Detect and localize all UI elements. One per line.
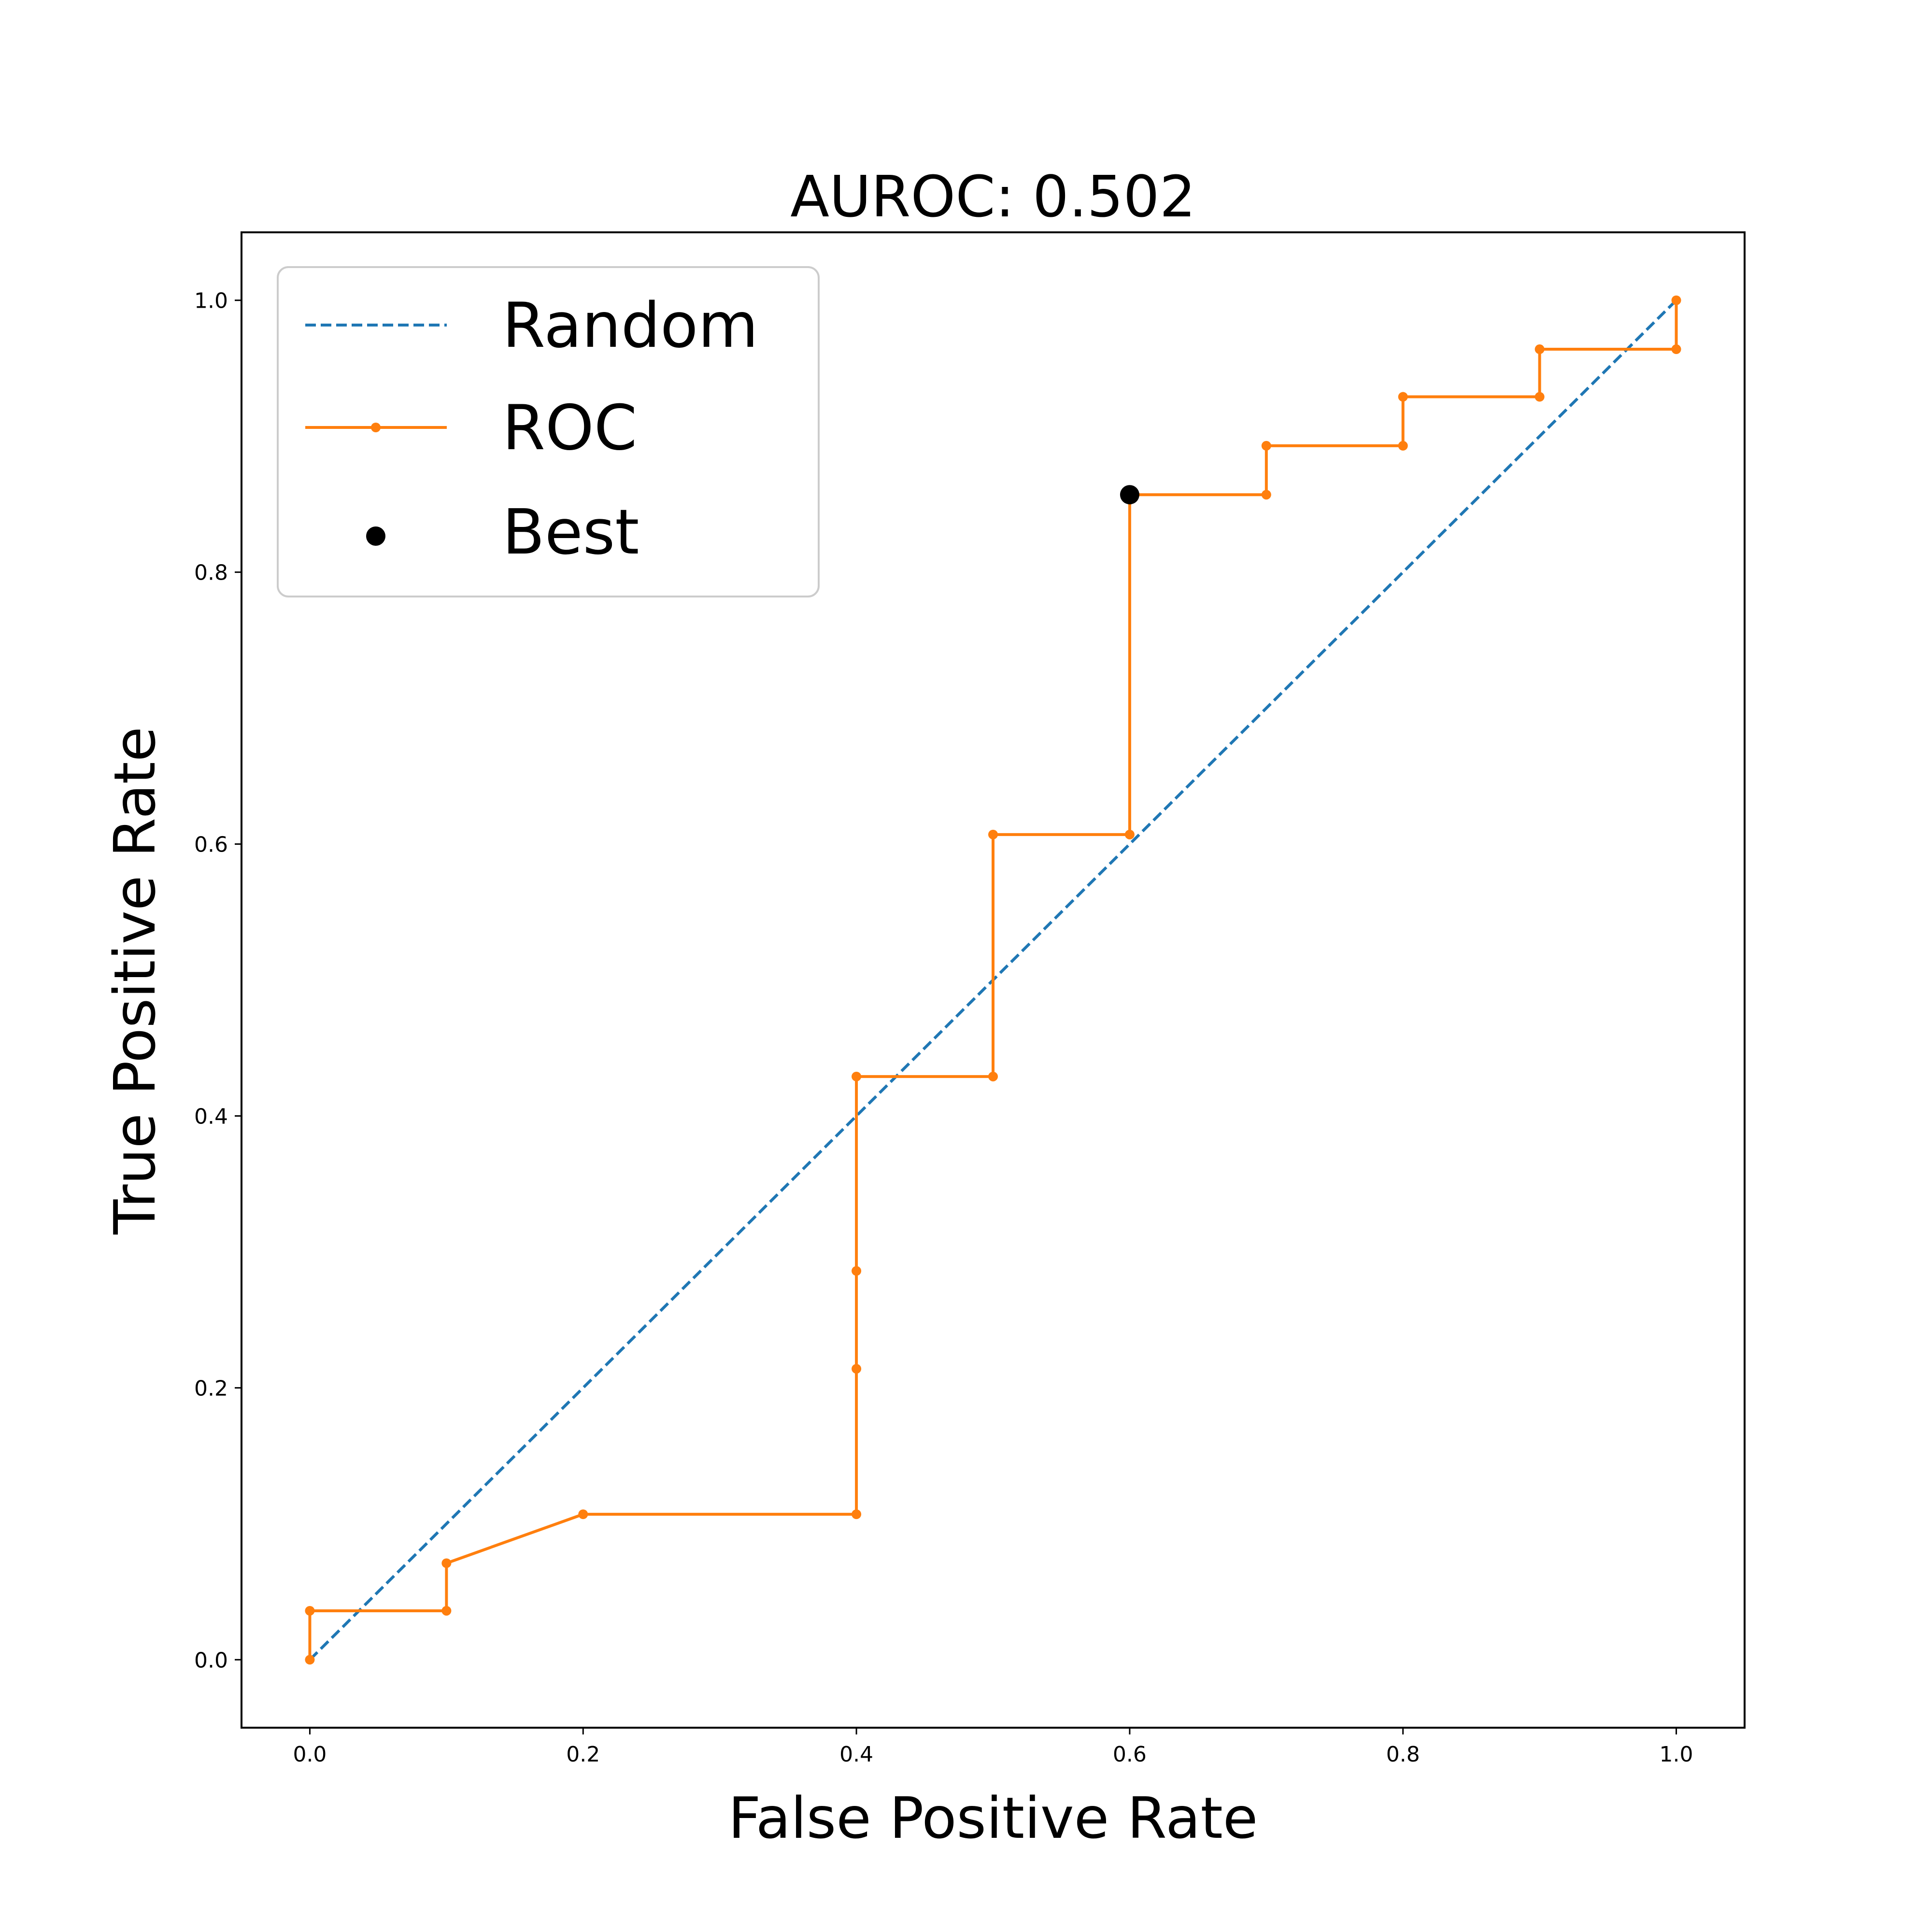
x-tick-label: 0.4 bbox=[839, 1742, 873, 1767]
x-tick-label: 0.0 bbox=[293, 1742, 327, 1767]
roc-point bbox=[1124, 829, 1135, 839]
x-tick-label: 1.0 bbox=[1660, 1742, 1693, 1767]
legend-best-label: Best bbox=[502, 497, 639, 568]
legend-random-label: Random bbox=[502, 290, 758, 362]
y-tick-label: 0.2 bbox=[194, 1376, 228, 1401]
roc-point bbox=[1398, 440, 1408, 451]
best-point bbox=[1120, 485, 1139, 505]
roc-point bbox=[305, 1605, 315, 1616]
legend-roc-marker bbox=[371, 423, 381, 432]
y-tick-label: 1.0 bbox=[194, 289, 228, 313]
roc-point bbox=[1261, 490, 1271, 500]
chart-title: AUROC: 0.502 bbox=[790, 163, 1195, 230]
y-tick-label: 0.8 bbox=[194, 561, 228, 585]
roc-point bbox=[305, 1655, 315, 1665]
roc-point bbox=[1671, 344, 1681, 355]
y-tick-label: 0.6 bbox=[194, 833, 228, 857]
y-tick-label: 0.0 bbox=[194, 1648, 228, 1673]
legend-roc-label: ROC bbox=[502, 392, 637, 464]
y-tick-label: 0.4 bbox=[194, 1104, 228, 1129]
legend-box bbox=[277, 266, 820, 597]
roc-point bbox=[1261, 440, 1271, 451]
roc-point bbox=[578, 1509, 588, 1520]
roc-point bbox=[441, 1605, 452, 1616]
roc-point bbox=[1534, 344, 1545, 355]
roc-point bbox=[1398, 392, 1408, 402]
legend: Random ROC Best bbox=[277, 266, 820, 597]
roc-point bbox=[852, 1266, 862, 1276]
x-axis-label: False Positive Rate bbox=[728, 1785, 1258, 1851]
y-axis: 0.0 0.2 0.4 0.6 0.8 1.0 bbox=[194, 289, 242, 1673]
y-axis-label: True Positive Rate bbox=[101, 726, 168, 1235]
legend-best-marker bbox=[366, 526, 385, 546]
roc-point bbox=[852, 1364, 862, 1374]
x-tick-label: 0.6 bbox=[1113, 1742, 1147, 1767]
x-axis: 0.0 0.2 0.4 0.6 0.8 1.0 bbox=[293, 1728, 1693, 1767]
plot-area bbox=[305, 295, 1681, 1665]
roc-point bbox=[852, 1071, 862, 1081]
x-tick-label: 0.2 bbox=[566, 1742, 600, 1767]
roc-point bbox=[441, 1558, 452, 1568]
roc-point bbox=[852, 1509, 862, 1520]
x-tick-label: 0.8 bbox=[1386, 1742, 1420, 1767]
roc-point bbox=[988, 829, 998, 839]
roc-point bbox=[1534, 392, 1545, 402]
roc-point bbox=[1671, 295, 1681, 305]
roc-point bbox=[988, 1071, 998, 1081]
plot-frame bbox=[241, 231, 1746, 1729]
